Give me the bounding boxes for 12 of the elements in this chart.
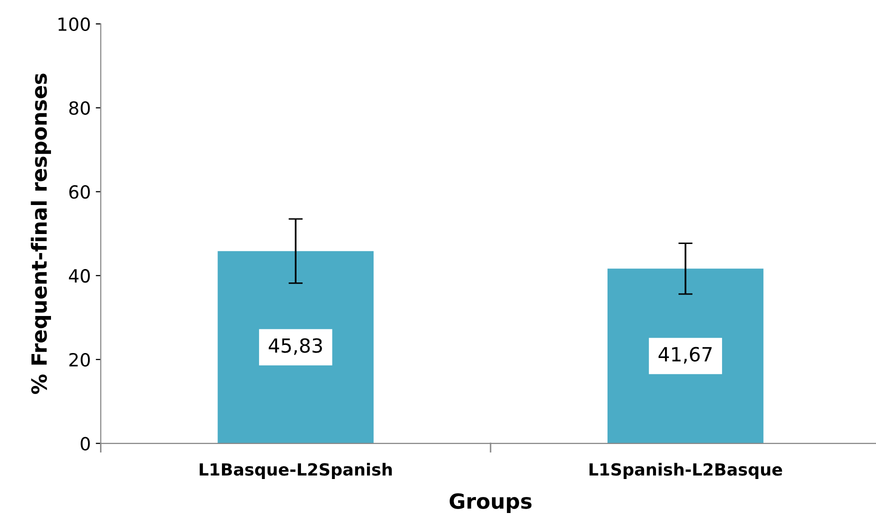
x-tick-label: L1Basque-L2Spanish bbox=[200, 462, 392, 479]
y-axis-title: % Frequent-final responses bbox=[30, 74, 51, 394]
y-tick-label: 100 bbox=[58, 17, 90, 32]
x-axis-title: Groups bbox=[450, 493, 532, 514]
y-tick-label: 40 bbox=[68, 269, 90, 283]
x-tick-label: L1Spanish-L2Basque bbox=[590, 462, 782, 479]
data-label: 41,67 bbox=[658, 346, 712, 364]
y-tick-label: 80 bbox=[69, 101, 90, 115]
data-label: 45,83 bbox=[268, 338, 322, 355]
y-tick-label: 60 bbox=[69, 185, 90, 199]
y-tick-label: 0 bbox=[80, 436, 90, 450]
y-tick-label: 20 bbox=[69, 352, 90, 367]
